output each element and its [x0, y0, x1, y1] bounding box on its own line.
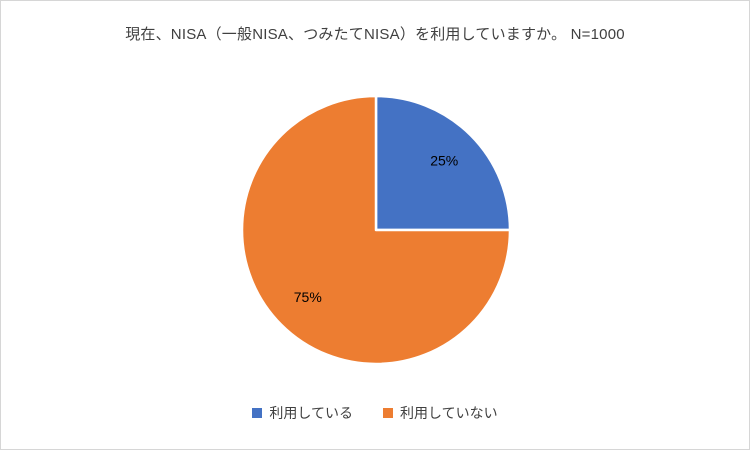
pie-slice-1 [240, 94, 512, 366]
chart-legend: 利用している 利用していない [1, 403, 749, 423]
legend-swatch-orange-icon [383, 408, 393, 418]
legend-item-using: 利用している [252, 403, 353, 423]
pie-data-label-1: 75% [294, 289, 322, 305]
legend-swatch-blue-icon [252, 408, 263, 418]
pie-data-label-0: 25% [430, 152, 458, 168]
legend-label-not-using: 利用していない [400, 405, 498, 421]
chart-title: 現在、NISA（一般NISA、つみたてNISA）を利用していますか。 N=100… [125, 26, 625, 43]
legend-label-using: 利用している [269, 405, 353, 421]
legend-item-not-using: 利用していない [383, 403, 498, 423]
pie-slice-0 [374, 94, 512, 232]
